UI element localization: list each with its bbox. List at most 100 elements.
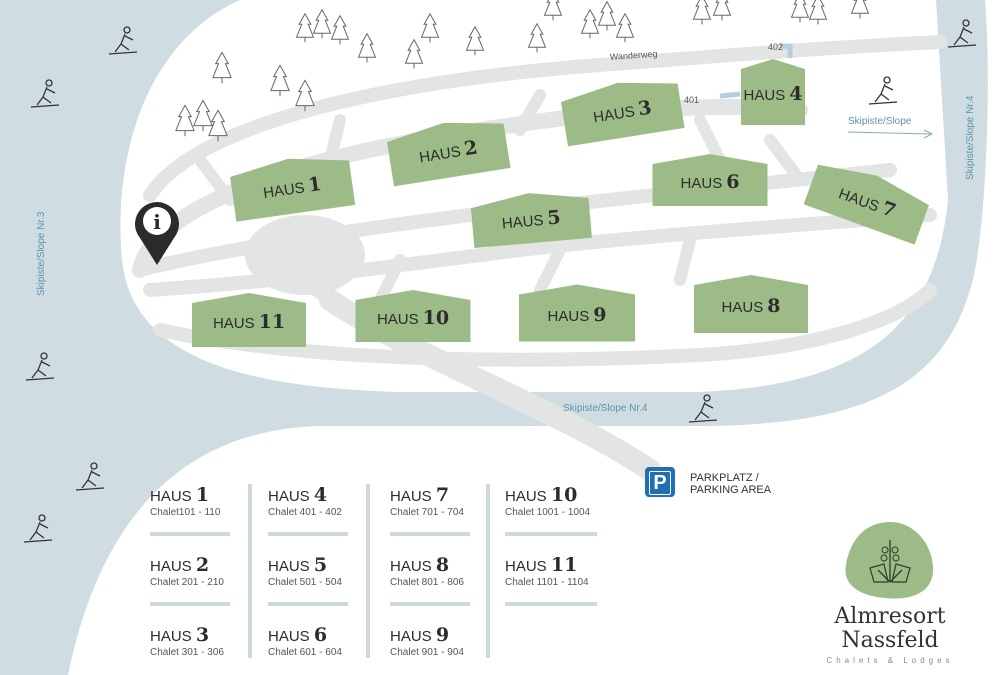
legend-entry-haus-4: HAUS 4 Chalet 401 - 402 [268, 484, 348, 518]
legend-separator [268, 602, 348, 606]
slope-nr3-label: Skipiste/Slope Nr.3 [36, 211, 47, 296]
legend-entry-haus-7: HAUS 7 Chalet 701 - 704 [390, 484, 470, 518]
parking-line1: PARKPLATZ / [690, 472, 759, 484]
path-arrows [719, 43, 793, 99]
legend-chalets: Chalet 1101 - 1104 [505, 577, 589, 588]
skiers [23, 19, 977, 543]
legend-haus-title: HAUS 3 [150, 624, 210, 646]
house-1[interactable]: HAUS1 [229, 150, 356, 222]
legend-entry-haus-8: HAUS 8 Chalet 801 - 806 [390, 554, 470, 588]
legend-haus-title: HAUS 9 [390, 624, 450, 646]
legend-chalets: Chalet 501 - 504 [268, 577, 342, 588]
house-8[interactable]: HAUS 8 [694, 275, 808, 333]
legend-haus-title: HAUS 11 [505, 554, 578, 576]
legend-haus-title: HAUS 4 [268, 484, 328, 506]
house-shape [470, 193, 592, 249]
skier-icon [25, 352, 55, 381]
house-shape [230, 158, 356, 222]
tree-icon [208, 109, 228, 142]
parking-lot [245, 215, 365, 295]
slope-label: Skipiste/Slope [848, 116, 912, 127]
legend-entry-haus-2: HAUS 2 Chalet 201 - 210 [150, 554, 230, 588]
legend-divider [366, 484, 370, 658]
path-label: Wanderweg [609, 49, 657, 62]
house-label: HAUS1 [262, 173, 323, 203]
house-7[interactable]: HAUS7 [803, 155, 933, 245]
parking-label: PARKPLATZ / PARKING AREA [690, 472, 771, 496]
skier-icon [23, 514, 53, 543]
house-label: HAUS 4 [744, 83, 803, 105]
slope-arrow [847, 129, 934, 139]
legend-entry-haus-6: HAUS 6 Chalet 601 - 604 [268, 624, 348, 658]
legend-haus-title: HAUS 5 [268, 554, 328, 576]
legend-chalets: Chalet 601 - 604 [268, 647, 342, 658]
legend-chalets: Chalet 201 - 210 [150, 577, 224, 588]
house-label: HAUS3 [591, 97, 653, 128]
legend-separator [505, 532, 597, 536]
legend-haus-title: HAUS 10 [505, 484, 578, 506]
tree-icon [295, 79, 315, 112]
house-3[interactable]: HAUS3 [559, 74, 685, 147]
tree-icon [330, 14, 350, 45]
tree-icon [543, 0, 563, 21]
legend-divider [248, 484, 252, 658]
houses: HAUS1 HAUS2 HAUS3 HAUS 4 HAUS 5 HAUS 6 HAUS7 HAUS 8… [192, 59, 933, 347]
logo-emblem [845, 522, 934, 599]
marker-402: 402 [768, 42, 783, 52]
skier-icon [947, 19, 977, 48]
tree-icon [193, 99, 213, 132]
legend-separator [390, 602, 470, 606]
skier-icon [868, 76, 898, 105]
legend-chalets: Chalet 301 - 306 [150, 647, 224, 658]
house-9[interactable]: HAUS 9 [519, 284, 635, 342]
legend-haus-title: HAUS 7 [390, 484, 450, 506]
house-label: HAUS 6 [681, 171, 740, 193]
house-5[interactable]: HAUS 5 [470, 188, 592, 249]
house-shape [803, 164, 929, 245]
house-label: HAUS 5 [501, 206, 562, 233]
marker-401: 401 [684, 95, 699, 105]
parking-icon: P [645, 467, 675, 497]
house-label: HAUS2 [417, 137, 479, 168]
house-shape [741, 59, 805, 125]
tree-icon [597, 0, 617, 31]
legend-haus-title: HAUS 6 [268, 624, 328, 646]
house-shape [386, 122, 511, 187]
tree-icon [404, 38, 424, 69]
tree-icon [808, 0, 828, 25]
tree-icon [212, 51, 232, 84]
legend-entry-haus-11: HAUS 11 Chalet 1101 - 1104 [505, 554, 589, 588]
house-shape [192, 293, 306, 347]
legend-chalets: Chalet 701 - 704 [390, 507, 464, 518]
tree-icon [270, 64, 290, 97]
legend-separator [390, 532, 470, 536]
legend-divider [486, 484, 490, 658]
tree-icon [790, 0, 810, 23]
house-label: HAUS 8 [722, 295, 781, 317]
house-shape [694, 275, 808, 333]
tree-icon [527, 22, 547, 53]
logo-tagline: Chalets & Lodges [826, 656, 954, 665]
legend-entry-haus-9: HAUS 9 Chalet 901 - 904 [390, 624, 470, 658]
tree-icon [420, 12, 440, 43]
house-6[interactable]: HAUS 6 [652, 154, 768, 206]
tree-icon [692, 0, 712, 25]
house-shape [519, 284, 635, 342]
skier-icon [75, 462, 105, 491]
logo-name-line2: Nassfeld [841, 628, 939, 653]
legend-haus-title: HAUS 1 [150, 484, 210, 506]
house-4[interactable]: HAUS 4 [741, 59, 805, 125]
svg-text:i: i [153, 210, 161, 234]
logo-name-line1: Almresort [834, 604, 946, 629]
tree-icon [712, 0, 732, 21]
tree-icon [295, 12, 315, 43]
tree-icon [312, 8, 332, 39]
house-2[interactable]: HAUS2 [385, 114, 511, 187]
house-11[interactable]: HAUS 11 [192, 293, 306, 347]
house-label: HAUS 9 [548, 304, 607, 326]
legend-chalets: Chalet 1001 - 1004 [505, 507, 591, 518]
legend-haus-title: HAUS 2 [150, 554, 210, 576]
legend-entry-haus-3: HAUS 3 Chalet 301 - 306 [150, 624, 230, 658]
house-10[interactable]: HAUS 10 [355, 290, 471, 342]
info-pin-icon[interactable]: i [135, 202, 180, 265]
